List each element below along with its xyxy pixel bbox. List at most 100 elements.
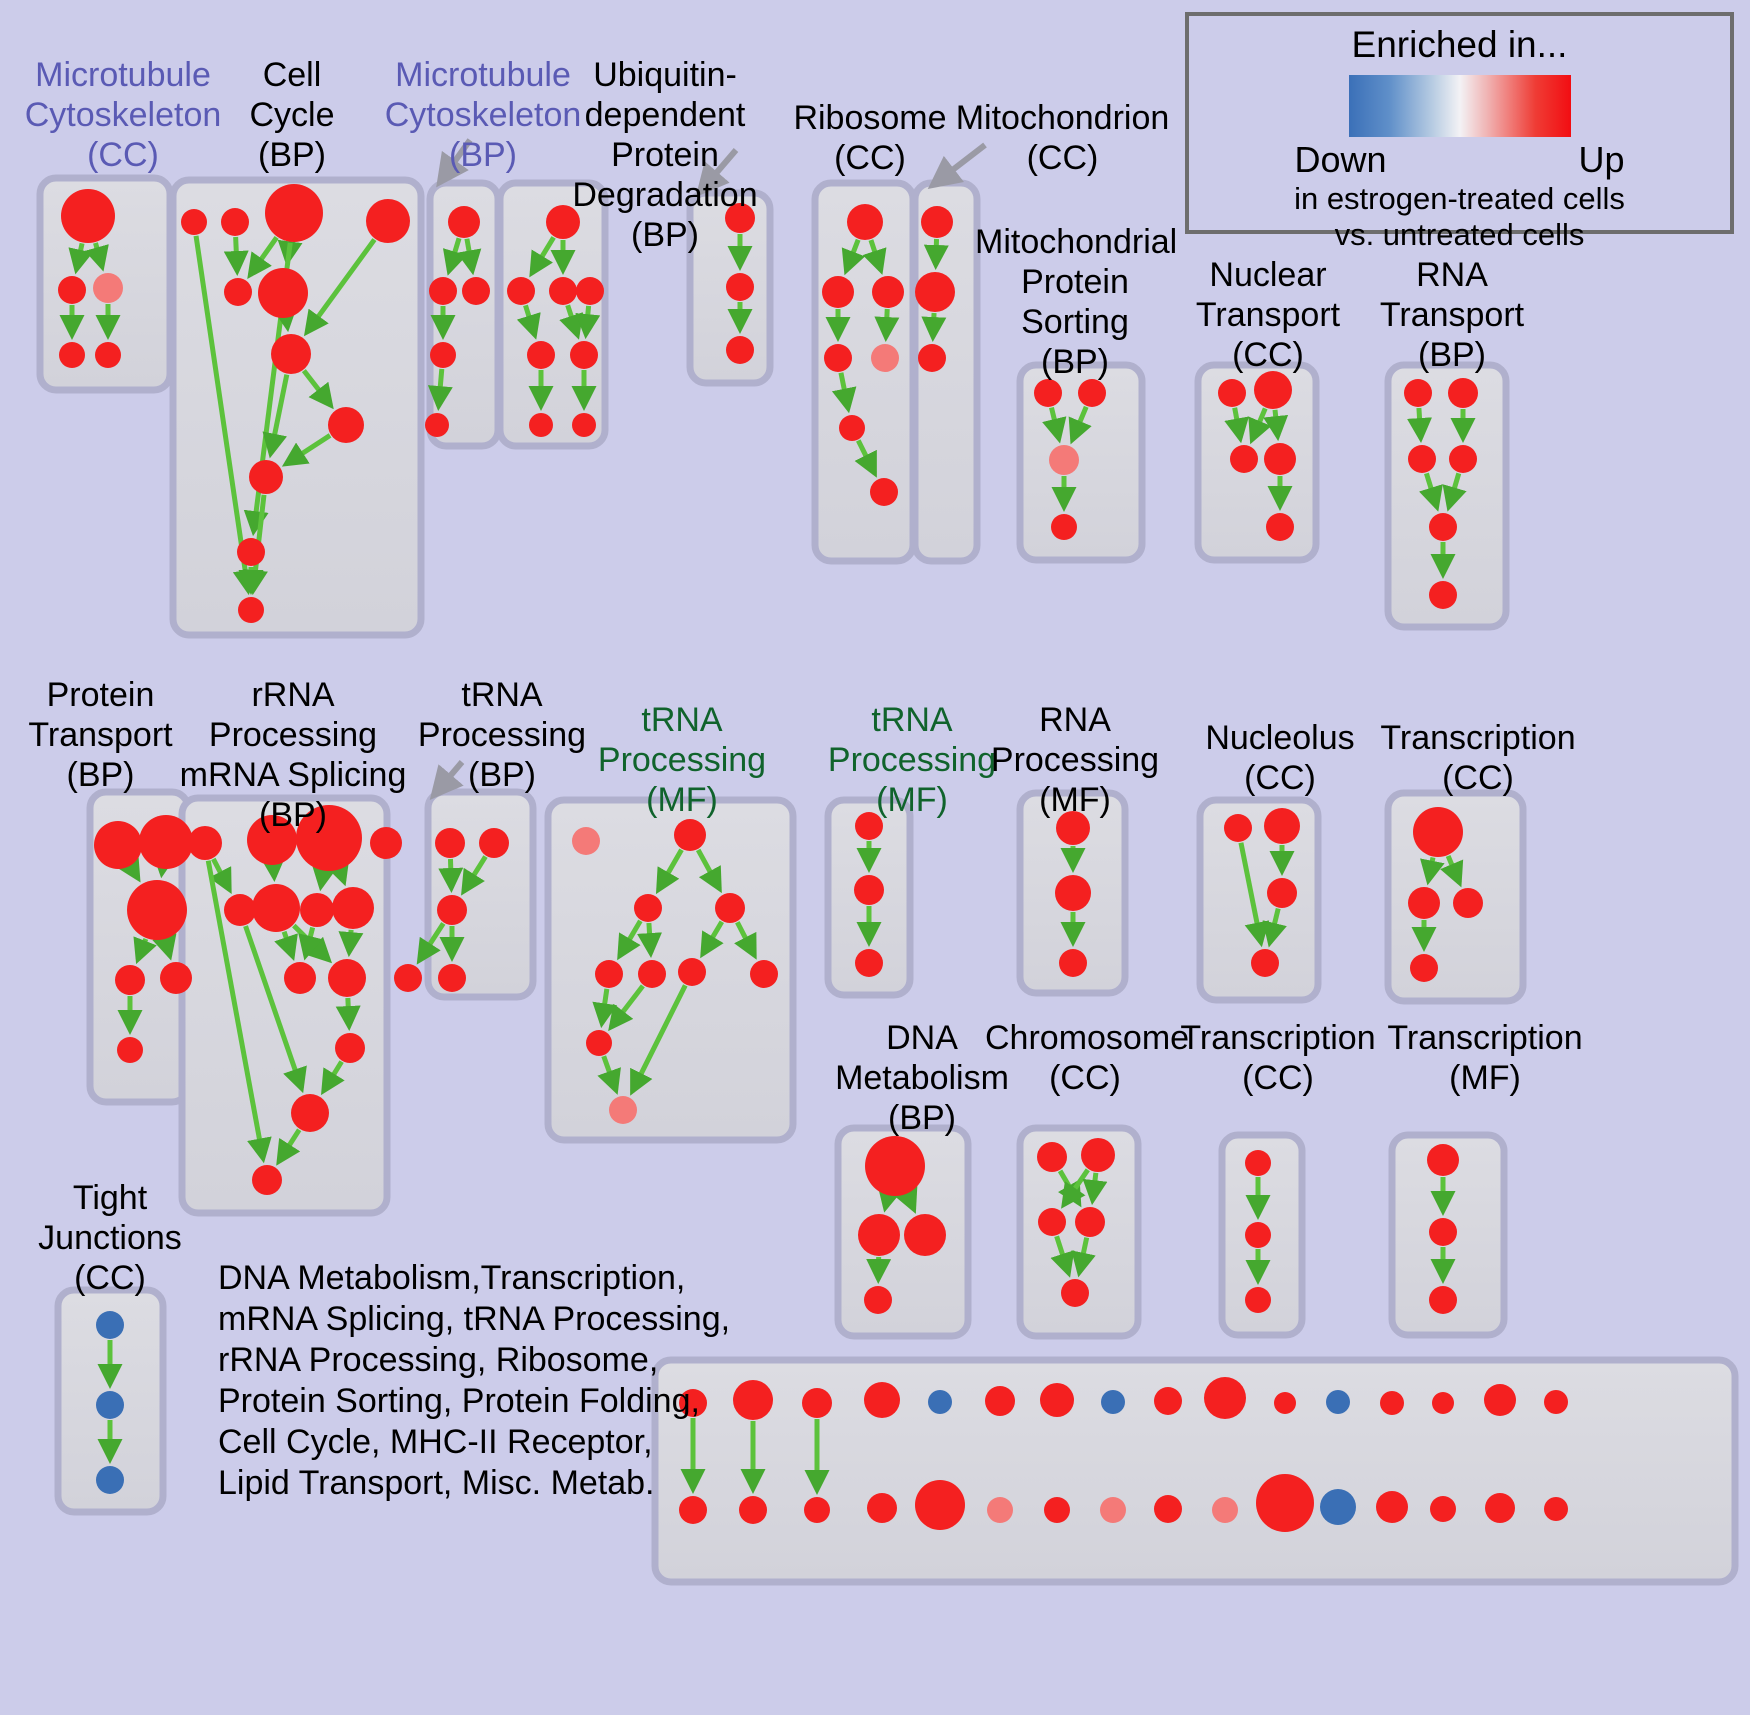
gene-node[interactable] bbox=[1061, 1279, 1089, 1307]
gene-node[interactable] bbox=[238, 597, 264, 623]
gene-node[interactable] bbox=[258, 268, 308, 318]
gene-node[interactable] bbox=[61, 189, 115, 243]
gene-node[interactable] bbox=[479, 828, 509, 858]
gene-node[interactable] bbox=[549, 277, 577, 305]
gene-node[interactable] bbox=[284, 962, 316, 994]
gene-node[interactable] bbox=[1266, 513, 1294, 541]
gene-node[interactable] bbox=[1101, 1390, 1125, 1414]
gene-node[interactable] bbox=[1154, 1495, 1182, 1523]
gene-node[interactable] bbox=[425, 413, 449, 437]
gene-node[interactable] bbox=[725, 203, 755, 233]
gene-node[interactable] bbox=[1544, 1390, 1568, 1414]
gene-node[interactable] bbox=[1449, 445, 1477, 473]
gene-node[interactable] bbox=[1256, 1474, 1314, 1532]
gene-node[interactable] bbox=[1245, 1222, 1271, 1248]
gene-node[interactable] bbox=[1427, 1144, 1459, 1176]
gene-node[interactable] bbox=[1081, 1138, 1115, 1172]
gene-node[interactable] bbox=[1212, 1497, 1238, 1523]
gene-node[interactable] bbox=[1254, 371, 1292, 409]
gene-node[interactable] bbox=[335, 1033, 365, 1063]
gene-node[interactable] bbox=[328, 407, 364, 443]
gene-node[interactable] bbox=[435, 828, 465, 858]
gene-node[interactable] bbox=[1051, 514, 1077, 540]
gene-node[interactable] bbox=[94, 821, 142, 869]
gene-node[interactable] bbox=[59, 342, 85, 368]
gene-node[interactable] bbox=[58, 276, 86, 304]
gene-node[interactable] bbox=[871, 344, 899, 372]
gene-node[interactable] bbox=[1326, 1390, 1350, 1414]
gene-node[interactable] bbox=[366, 199, 410, 243]
gene-node[interactable] bbox=[527, 341, 555, 369]
gene-node[interactable] bbox=[1274, 1392, 1296, 1414]
gene-node[interactable] bbox=[915, 1480, 965, 1530]
gene-node[interactable] bbox=[1059, 949, 1087, 977]
gene-node[interactable] bbox=[726, 273, 754, 301]
gene-node[interactable] bbox=[634, 894, 662, 922]
gene-node[interactable] bbox=[247, 815, 297, 865]
gene-node[interactable] bbox=[438, 964, 466, 992]
gene-node[interactable] bbox=[1100, 1497, 1126, 1523]
gene-node[interactable] bbox=[733, 1380, 773, 1420]
gene-node[interactable] bbox=[864, 1286, 892, 1314]
gene-node[interactable] bbox=[93, 273, 123, 303]
gene-node[interactable] bbox=[1055, 875, 1091, 911]
gene-node[interactable] bbox=[1224, 814, 1252, 842]
gene-node[interactable] bbox=[1448, 378, 1478, 408]
gene-node[interactable] bbox=[586, 1030, 612, 1056]
gene-node[interactable] bbox=[1453, 888, 1483, 918]
gene-node[interactable] bbox=[1413, 807, 1463, 857]
gene-node[interactable] bbox=[855, 812, 883, 840]
gene-node[interactable] bbox=[804, 1497, 830, 1523]
gene-node[interactable] bbox=[855, 949, 883, 977]
gene-node[interactable] bbox=[576, 277, 604, 305]
gene-node[interactable] bbox=[529, 413, 553, 437]
gene-node[interactable] bbox=[726, 336, 754, 364]
gene-node[interactable] bbox=[252, 1165, 282, 1195]
gene-node[interactable] bbox=[96, 1311, 124, 1339]
gene-node[interactable] bbox=[822, 276, 854, 308]
gene-node[interactable] bbox=[1245, 1287, 1271, 1313]
gene-node[interactable] bbox=[638, 960, 666, 988]
gene-node[interactable] bbox=[1218, 379, 1246, 407]
gene-node[interactable] bbox=[679, 1389, 707, 1417]
gene-node[interactable] bbox=[1267, 878, 1297, 908]
gene-node[interactable] bbox=[867, 1493, 897, 1523]
gene-node[interactable] bbox=[915, 272, 955, 312]
gene-node[interactable] bbox=[750, 960, 778, 988]
gene-node[interactable] bbox=[985, 1386, 1015, 1416]
gene-node[interactable] bbox=[96, 1391, 124, 1419]
gene-node[interactable] bbox=[870, 478, 898, 506]
gene-node[interactable] bbox=[928, 1390, 952, 1414]
gene-node[interactable] bbox=[865, 1136, 925, 1196]
gene-node[interactable] bbox=[839, 415, 865, 441]
gene-node[interactable] bbox=[1264, 808, 1300, 844]
gene-node[interactable] bbox=[296, 805, 362, 871]
gene-node[interactable] bbox=[715, 893, 745, 923]
gene-node[interactable] bbox=[1544, 1497, 1568, 1521]
gene-node[interactable] bbox=[904, 1214, 946, 1256]
gene-node[interactable] bbox=[987, 1497, 1013, 1523]
gene-node[interactable] bbox=[95, 342, 121, 368]
gene-node[interactable] bbox=[1049, 445, 1079, 475]
gene-node[interactable] bbox=[1264, 443, 1296, 475]
gene-node[interactable] bbox=[858, 1214, 900, 1256]
gene-node[interactable] bbox=[265, 184, 323, 242]
gene-node[interactable] bbox=[291, 1094, 329, 1132]
gene-node[interactable] bbox=[271, 334, 311, 374]
gene-node[interactable] bbox=[160, 962, 192, 994]
gene-node[interactable] bbox=[332, 887, 374, 929]
gene-node[interactable] bbox=[1429, 581, 1457, 609]
gene-node[interactable] bbox=[824, 344, 852, 372]
gene-node[interactable] bbox=[918, 344, 946, 372]
gene-node[interactable] bbox=[96, 1466, 124, 1494]
gene-node[interactable] bbox=[1404, 379, 1432, 407]
gene-node[interactable] bbox=[847, 204, 883, 240]
gene-node[interactable] bbox=[507, 277, 535, 305]
gene-node[interactable] bbox=[1376, 1491, 1408, 1523]
gene-node[interactable] bbox=[1044, 1497, 1070, 1523]
gene-node[interactable] bbox=[739, 1496, 767, 1524]
gene-node[interactable] bbox=[237, 538, 265, 566]
gene-node[interactable] bbox=[394, 964, 422, 992]
gene-node[interactable] bbox=[139, 815, 193, 869]
gene-node[interactable] bbox=[572, 827, 600, 855]
